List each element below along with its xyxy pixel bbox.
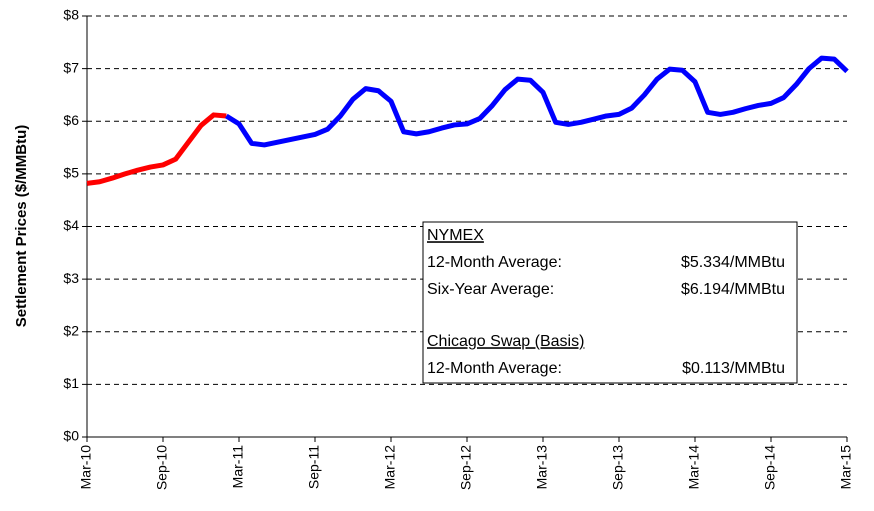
annotation-box [422, 221, 798, 384]
annotation-heading: Chicago Swap (Basis) [427, 333, 584, 350]
annotation-label: 12-Month Average: [427, 254, 562, 271]
annotation-heading: NYMEX [427, 227, 484, 244]
annotation-value: $5.334/MMBtu [681, 254, 785, 271]
x-tick-label: Mar-10 [78, 445, 94, 490]
y-tick-label: $7 [63, 59, 79, 75]
y-tick-label: $1 [63, 375, 79, 391]
y-tick-label: $3 [63, 270, 79, 286]
y-tick-label: $5 [63, 165, 79, 181]
y-tick-label: $6 [63, 112, 79, 128]
x-tick-label: Sep-12 [458, 445, 474, 490]
annotation-label: 12-Month Average: [427, 360, 562, 377]
series-line [86, 112, 227, 186]
x-tick-label: Mar-12 [382, 445, 398, 490]
x-tick-label: Sep-14 [762, 445, 778, 490]
series-line [225, 55, 849, 148]
annotation-value: $0.113/MMBtu [682, 360, 785, 377]
y-axis-label: Settlement Prices ($/MMBtu) [13, 125, 30, 328]
x-tick-label: Mar-11 [230, 445, 246, 489]
x-tick-label: Sep-13 [610, 445, 626, 490]
x-tick-label: Sep-11 [306, 445, 322, 489]
y-tick-label: $4 [63, 217, 79, 233]
x-tick-label: Mar-13 [534, 445, 550, 490]
annotation-label: Six-Year Average: [427, 281, 554, 298]
x-tick-label: Mar-14 [686, 445, 702, 490]
y-tick-label: $8 [63, 7, 79, 23]
annotation-value: $6.194/MMBtu [681, 281, 785, 298]
x-tick-label: Mar-15 [838, 445, 854, 490]
y-tick-label: $0 [63, 428, 79, 444]
y-tick-label: $2 [63, 322, 79, 338]
x-tick-label: Sep-10 [154, 445, 170, 490]
